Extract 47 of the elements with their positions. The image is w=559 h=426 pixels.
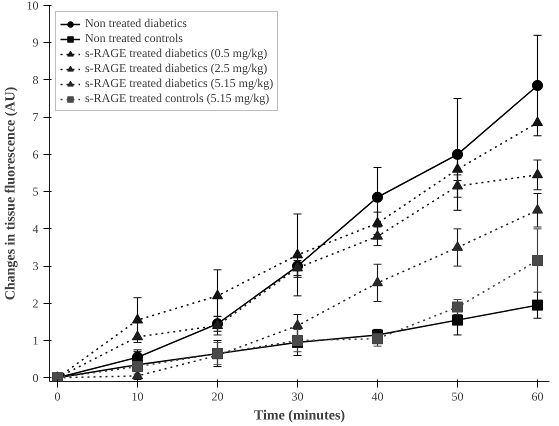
point <box>372 230 383 240</box>
y-axis-title: Changes in tissue fluorescence (AU) <box>4 86 18 300</box>
point <box>532 255 543 266</box>
legend-label: Non treated controls <box>85 31 183 46</box>
point <box>372 192 383 203</box>
x-tick-label: 10 <box>132 390 144 404</box>
legend-label: s-RAGE treated diabetics (0.5 mg/kg) <box>85 46 268 61</box>
y-tick-label: 7 <box>32 110 38 124</box>
point <box>452 241 463 251</box>
y-tick-label: 2 <box>32 296 38 310</box>
x-axis-title: Time (minutes) <box>254 408 346 424</box>
y-tick-label: 3 <box>32 259 38 274</box>
x-tick-label: 60 <box>532 390 544 404</box>
point <box>532 168 543 178</box>
point <box>212 290 223 300</box>
point <box>372 217 383 227</box>
point <box>452 163 463 173</box>
point <box>132 330 143 340</box>
legend-label: s-RAGE treated controls (5.15 mg/kg) <box>85 91 270 106</box>
legend-label: s-RAGE treated diabetics (5.15 mg/kg) <box>85 76 274 91</box>
x-tick-label: 30 <box>292 390 304 404</box>
x-tick-label: 40 <box>372 390 384 404</box>
legend-label: Non treated diabetics <box>85 16 187 31</box>
y-tick-label: 6 <box>32 147 38 162</box>
x-tick-label: 0 <box>54 390 60 404</box>
y-tick-label: 4 <box>32 222 38 236</box>
point <box>372 276 383 286</box>
y-tick-label: 9 <box>32 36 38 50</box>
point <box>292 319 303 330</box>
x-tick-label: 50 <box>452 390 464 404</box>
y-tick-label: 10 <box>26 0 38 12</box>
y-tick-label: 8 <box>32 72 38 87</box>
point <box>452 148 463 160</box>
point <box>532 204 543 214</box>
point <box>372 333 383 344</box>
point <box>452 180 463 190</box>
point <box>132 314 143 324</box>
y-tick-label: 5 <box>32 184 38 199</box>
point <box>452 314 463 326</box>
point <box>452 302 463 313</box>
point <box>532 116 543 126</box>
y-tick-label: 1 <box>32 334 38 348</box>
point <box>292 248 303 258</box>
point <box>532 300 543 311</box>
legend-label: s-RAGE treated diabetics (2.5 mg/kg) <box>85 61 268 76</box>
y-tick-label: 0 <box>32 370 38 385</box>
x-tick-label: 20 <box>212 390 224 404</box>
